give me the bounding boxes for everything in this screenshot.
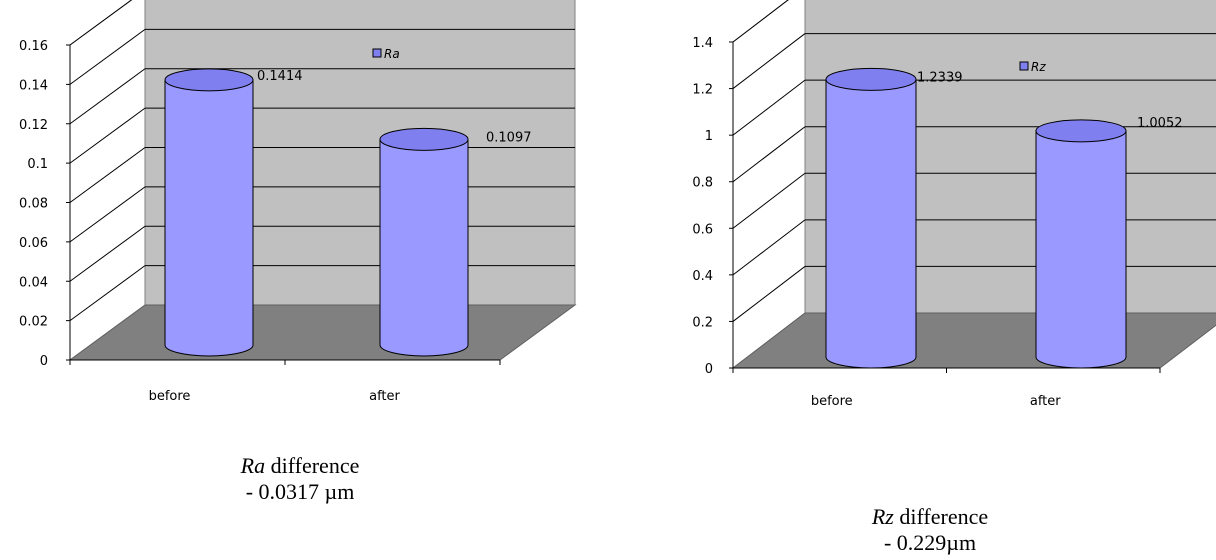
rz-chart-svg: 0 0.2 0.4 0.6 0.8 1 1.2 1.4 1.2339 before 1.0052 af… [692, 0, 1216, 409]
plot-group: 0 0.02 0.04 0.06 0.08 0.1 0.12 0.14 0.16 0.1414 be… [19, 0, 577, 404]
bar-top [379, 127, 469, 151]
bar-top [1035, 119, 1127, 143]
data-label: 1.2339 [917, 70, 963, 85]
bar-top [164, 68, 254, 92]
bar-top [825, 67, 917, 91]
bar-body [164, 79, 254, 357]
gridline-side [69, 147, 146, 203]
gridline-side [732, 126, 806, 183]
y-tick-label: 0.06 [19, 236, 48, 251]
gridline-side [69, 107, 146, 164]
bar [825, 67, 917, 369]
gridline-side [732, 33, 806, 89]
ra-chart: 0 0.02 0.04 0.06 0.08 0.1 0.12 0.14 0.16 0.1414 be… [0, 0, 600, 420]
gridline-side [732, 172, 806, 229]
gridline-side [732, 219, 806, 276]
y-tick-label: 1.4 [692, 36, 713, 51]
bar-body [379, 138, 469, 357]
legend-swatch [1019, 61, 1029, 71]
y-tick-label: 0.6 [692, 222, 713, 237]
bar [379, 127, 469, 357]
y-tick-label: 0.1 [27, 157, 48, 172]
legend-label: Rz [1031, 60, 1046, 74]
y-tick-label: 0 [40, 354, 48, 369]
x-tick-label: before [811, 394, 853, 409]
side-wall [69, 0, 146, 361]
legend: Rz [1019, 60, 1046, 74]
gridline-side [732, 0, 789, 43]
y-tick-label: 0.16 [19, 39, 48, 54]
y-tick-label: 0.12 [19, 118, 48, 133]
y-tick-label: 0.4 [692, 269, 713, 284]
bar-body [1035, 130, 1127, 369]
rz-chart: 0 0.2 0.4 0.6 0.8 1 1.2 1.4 1.2339 before 1.0052 af… [640, 0, 1216, 420]
data-label: 0.1097 [486, 130, 532, 145]
y-tick-label: 0.14 [19, 78, 48, 93]
x-tick-label: before [149, 389, 191, 404]
legend: Ra [372, 47, 400, 61]
x-tick-label: after [1030, 394, 1061, 409]
y-tick-label: 0.2 [692, 315, 713, 330]
x-tick-label: after [369, 389, 400, 404]
y-tick-label: 0.04 [19, 275, 48, 290]
ra-caption-var: Ra [240, 453, 266, 478]
ra-caption-text: difference [265, 453, 360, 478]
ra-caption: Ra difference - 0.0317 µm [130, 453, 470, 505]
gridline-side [732, 266, 806, 322]
y-tick-label: 0.8 [692, 176, 713, 191]
gridline-side [69, 68, 146, 125]
gridline-side [69, 265, 146, 322]
floor [68, 304, 577, 361]
y-tick-label: 0.02 [19, 315, 48, 330]
rz-caption-text: difference [893, 504, 989, 529]
y-tick-label: 1.2 [692, 83, 713, 98]
gridline-side [69, 28, 146, 85]
y-tick-label: 0.08 [19, 197, 48, 212]
legend-label: Ra [384, 47, 400, 61]
rz-caption: Rz difference - 0.229µm [760, 504, 1100, 556]
legend-swatch [372, 48, 382, 58]
y-tick-label: 1 [705, 129, 713, 144]
ra-caption-value: - 0.0317 µm [245, 479, 355, 504]
bar-body [825, 78, 917, 369]
bar [164, 68, 254, 357]
gridline-side [69, 0, 133, 46]
rz-caption-var: Rz [871, 504, 894, 529]
floor [731, 312, 1216, 369]
data-label: 0.1414 [257, 69, 303, 84]
bar [1035, 119, 1127, 369]
gridline-side [69, 186, 146, 243]
gridline-side [69, 225, 146, 282]
y-tick-label: 0 [705, 362, 713, 377]
plot-group: 0 0.2 0.4 0.6 0.8 1 1.2 1.4 1.2339 before 1.0052 af… [692, 0, 1216, 409]
gridline-side [732, 79, 806, 136]
ra-chart-svg: 0 0.02 0.04 0.06 0.08 0.1 0.12 0.14 0.16 0.1414 be… [19, 0, 577, 404]
rz-caption-value: - 0.229µm [883, 530, 977, 555]
data-label: 1.0052 [1137, 116, 1183, 131]
